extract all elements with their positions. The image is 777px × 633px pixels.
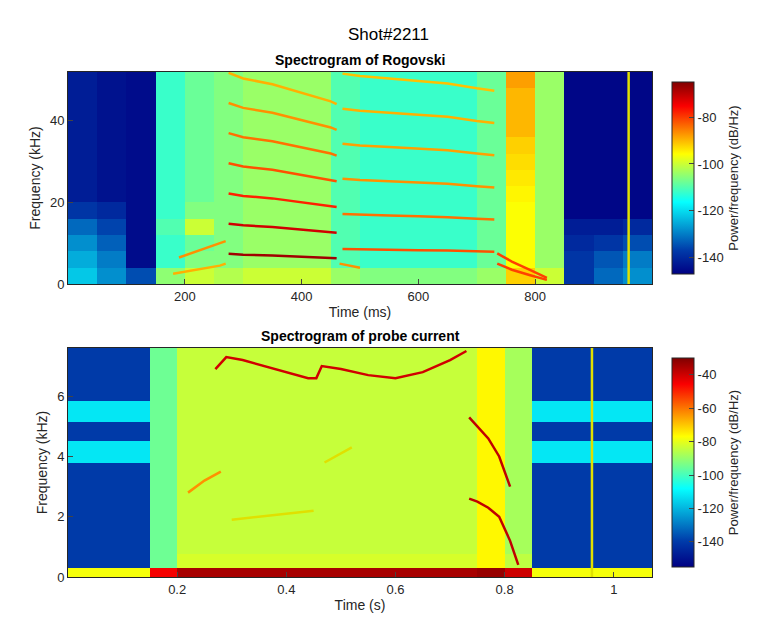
svg-text:20: 20: [50, 195, 64, 210]
svg-text:Spectrogram of probe current: Spectrogram of probe current: [261, 328, 460, 344]
svg-text:Time (ms): Time (ms): [329, 304, 391, 320]
svg-text:Time (s): Time (s): [335, 597, 386, 613]
svg-text:1: 1: [610, 582, 617, 597]
svg-text:-140: -140: [698, 534, 724, 549]
svg-text:Frequency (kHz): Frequency (kHz): [27, 126, 43, 229]
svg-text:0: 0: [57, 570, 64, 585]
svg-text:Power/frequency (dB/Hz): Power/frequency (dB/Hz): [726, 105, 741, 250]
svg-text:400: 400: [291, 289, 313, 304]
svg-text:6: 6: [57, 389, 64, 404]
svg-text:2: 2: [57, 509, 64, 524]
svg-text:4: 4: [57, 449, 64, 464]
svg-text:-100: -100: [698, 157, 724, 172]
svg-text:40: 40: [50, 113, 64, 128]
svg-text:800: 800: [524, 289, 546, 304]
svg-text:Frequency (kHz): Frequency (kHz): [34, 411, 50, 514]
svg-text:Shot#2211: Shot#2211: [348, 25, 429, 44]
svg-text:200: 200: [174, 289, 196, 304]
svg-text:0.8: 0.8: [496, 582, 514, 597]
svg-text:-60: -60: [698, 401, 717, 416]
svg-text:600: 600: [408, 289, 430, 304]
svg-text:0: 0: [57, 277, 64, 292]
svg-text:Power/frequency (dB/Hz): Power/frequency (dB/Hz): [726, 390, 741, 535]
svg-text:0.2: 0.2: [168, 582, 186, 597]
svg-text:Spectrogram of Rogovski: Spectrogram of Rogovski: [275, 52, 445, 68]
svg-text:-80: -80: [698, 110, 717, 125]
svg-text:-120: -120: [698, 501, 724, 516]
svg-text:-80: -80: [698, 434, 717, 449]
svg-text:-40: -40: [698, 367, 717, 382]
svg-text:-100: -100: [698, 468, 724, 483]
svg-text:-120: -120: [698, 203, 724, 218]
svg-text:0.6: 0.6: [386, 582, 404, 597]
svg-text:-140: -140: [698, 250, 724, 265]
svg-text:0.4: 0.4: [277, 582, 295, 597]
